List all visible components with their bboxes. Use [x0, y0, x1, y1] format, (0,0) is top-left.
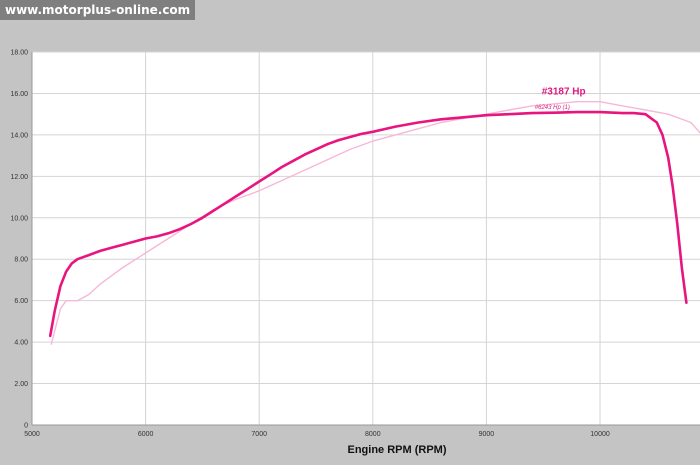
y-tick-label: 10.00 — [10, 215, 28, 222]
annotation-main: #3187 Hp — [542, 86, 586, 97]
y-tick-label: 8.00 — [14, 257, 28, 264]
x-tick-label: 10000 — [590, 431, 610, 438]
series-line-primary — [48, 110, 688, 338]
axes: 0 2.00 4.00 6.00 8.00 10.00 12.00 14.00 16.00 18.… — [10, 50, 700, 438]
x-tick-label: 8000 — [365, 431, 381, 438]
x-tick-label: 9000 — [479, 431, 495, 438]
annotation-sub: #6243 Hp (1) — [535, 105, 570, 111]
y-tick-label: 18.00 — [10, 50, 28, 57]
x-tick-label: 5000 — [24, 431, 40, 438]
y-tick-label: 4.00 — [14, 340, 28, 347]
series-line-secondary — [50, 100, 700, 345]
y-tick-label: 14.00 — [10, 132, 28, 139]
y-tick-label: 12.00 — [10, 174, 28, 181]
x-tick-label: 6000 — [138, 431, 154, 438]
watermark: www.motorplus-online.com — [0, 0, 196, 20]
y-tick-label: 2.00 — [14, 381, 28, 388]
series-layer — [48, 100, 700, 345]
y-tick-label: 0 — [24, 423, 28, 430]
y-tick-label: 6.00 — [14, 298, 28, 305]
x-axis-label: Engine RPM (RPM) — [348, 444, 447, 456]
x-tick-label: 7000 — [251, 431, 267, 438]
y-tick-label: 16.00 — [10, 91, 28, 98]
annotations: #3187 Hp #6243 Hp (1) — [535, 86, 586, 111]
